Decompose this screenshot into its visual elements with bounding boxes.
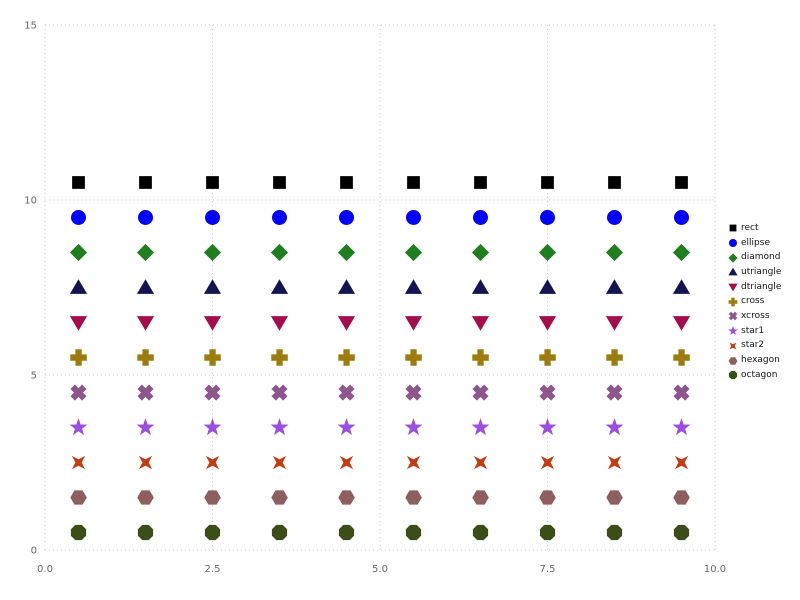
series-octagon [70, 524, 690, 541]
series-cross [70, 349, 690, 366]
legend-marker-cross-icon [728, 297, 738, 307]
legend-label-rect: rect [741, 222, 759, 233]
series-rect [72, 176, 688, 189]
legend-label-star2: star2 [741, 340, 765, 351]
legend-marker-diamond-icon [728, 253, 738, 263]
legend-item-octagon: octagon [727, 368, 781, 383]
legend-item-cross: cross [727, 294, 781, 309]
x-tick-labels: 0.0 2.5 5.0 7.5 10.0 [37, 564, 726, 575]
legend-item-hexagon: hexagon [727, 353, 781, 368]
svg-text:5: 5 [31, 371, 37, 382]
series-hexagon [70, 490, 690, 505]
legend: rect ellipse diamond utriangle dtriangle cros… [727, 221, 781, 383]
series-star2 [71, 455, 689, 470]
series-dtriangle [69, 316, 691, 331]
series-ellipse [71, 210, 689, 225]
legend-item-star2: star2 [727, 339, 781, 354]
svg-text:0: 0 [31, 546, 37, 557]
legend-marker-utriangle-icon [728, 268, 738, 276]
legend-marker-hexagon-icon [728, 356, 738, 365]
legend-marker-star1-icon [728, 326, 738, 336]
svg-text:10.0: 10.0 [704, 564, 726, 575]
series-star1 [69, 418, 691, 436]
legend-label-hexagon: hexagon [741, 355, 780, 366]
svg-text:5.0: 5.0 [372, 564, 388, 575]
legend-label-star1: star1 [741, 325, 765, 336]
legend-marker-rect-icon [729, 224, 737, 232]
series-diamond [69, 243, 691, 262]
svg-text:10: 10 [24, 196, 37, 207]
legend-marker-star2-icon [729, 342, 737, 350]
y-tick-labels: 0 5 10 15 [24, 21, 37, 557]
legend-item-diamond: diamond [727, 250, 781, 265]
svg-text:2.5: 2.5 [205, 564, 221, 575]
legend-item-ellipse: ellipse [727, 236, 781, 251]
legend-item-dtriangle: dtriangle [727, 280, 781, 295]
legend-label-utriangle: utriangle [741, 266, 782, 277]
legend-label-xcross: xcross [741, 310, 770, 321]
legend-label-cross: cross [741, 296, 765, 307]
legend-label-octagon: octagon [741, 369, 778, 380]
svg-text:0.0: 0.0 [37, 564, 53, 575]
legend-label-dtriangle: dtriangle [741, 281, 782, 292]
legend-item-utriangle: utriangle [727, 265, 781, 280]
series-xcross [70, 384, 690, 401]
legend-label-diamond: diamond [741, 252, 781, 263]
legend-marker-octagon-icon [728, 371, 738, 380]
legend-marker-xcross-icon [728, 312, 738, 321]
legend-item-star1: star1 [727, 324, 781, 339]
legend-marker-ellipse-icon [729, 239, 737, 248]
series-utriangle [69, 279, 691, 294]
legend-item-rect: rect [727, 221, 781, 236]
svg-text:7.5: 7.5 [540, 564, 556, 575]
svg-text:15: 15 [24, 21, 37, 32]
legend-marker-dtriangle-icon [728, 283, 738, 292]
legend-item-xcross: xcross [727, 309, 781, 324]
legend-label-ellipse: ellipse [741, 237, 770, 248]
